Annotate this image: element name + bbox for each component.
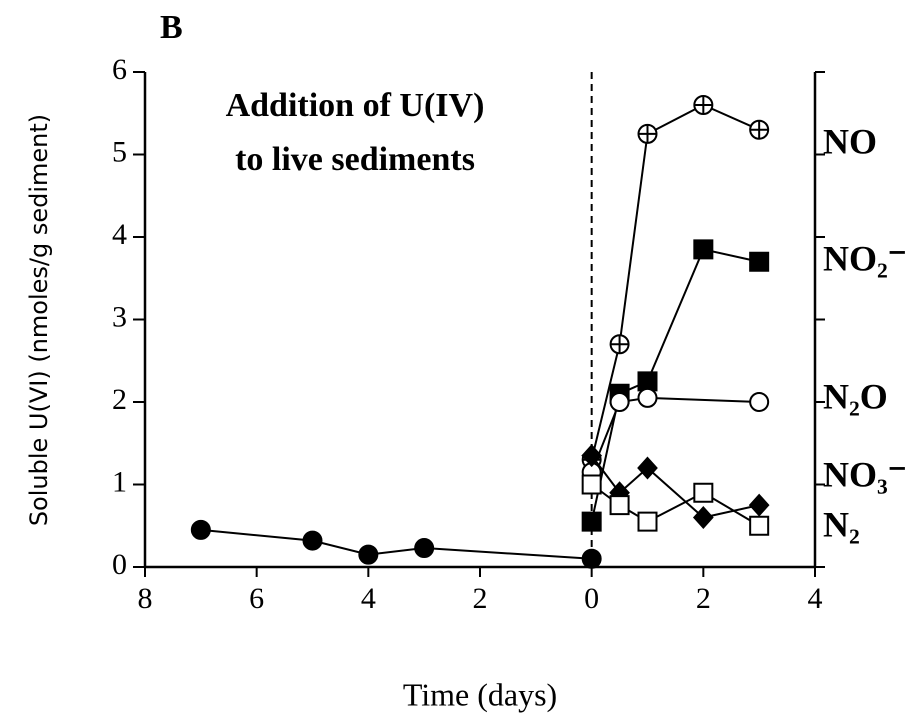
series-label: NO₂⁻: [823, 238, 907, 278]
marker: [693, 95, 714, 115]
marker-cross: [694, 96, 713, 114]
series-label: N₂O: [823, 376, 888, 416]
marker: [190, 519, 211, 540]
marker-cross: [610, 335, 629, 354]
marker: [749, 515, 770, 536]
marker: [748, 493, 770, 517]
y-tick-label: 1: [112, 465, 127, 498]
marker: [190, 519, 211, 540]
marker: [637, 123, 658, 144]
marker: [414, 538, 435, 559]
marker: [609, 392, 630, 412]
y-axis-label: Soluble U(VI) (nmoles/g sediment): [25, 114, 53, 526]
x-tick-label: 6: [249, 582, 264, 615]
marker: [581, 548, 602, 569]
x-tick-label: 8: [138, 582, 153, 615]
y-tick-label: 0: [112, 548, 127, 581]
x-tick-label: 0: [584, 582, 599, 615]
series-line: [200, 528, 592, 560]
x-tick-label: 4: [808, 582, 823, 615]
marker: [749, 251, 770, 272]
series-label: NO: [823, 121, 877, 161]
marker: [637, 456, 658, 480]
marker: [749, 392, 770, 412]
x-axis-label: Time (days): [403, 676, 557, 712]
marker: [609, 334, 630, 355]
series-label: NO₃⁻: [823, 454, 907, 494]
x-tick-label: 4: [361, 582, 376, 615]
series-label: N₂: [823, 504, 860, 544]
x-tick-label: 2: [473, 582, 488, 615]
x-tick-label: 2: [696, 582, 711, 615]
marker: [693, 482, 714, 503]
y-tick-label: 2: [112, 383, 127, 416]
marker: [581, 548, 602, 569]
marker: [609, 495, 630, 516]
marker: [609, 392, 630, 412]
marker: [637, 387, 658, 408]
marker-cross: [750, 120, 769, 139]
y-tick-label: 4: [112, 218, 127, 251]
marker: [749, 392, 770, 412]
marker: [358, 544, 379, 565]
series-line: [590, 396, 760, 473]
marker: [414, 538, 435, 559]
annotation: to live sediments: [235, 141, 475, 178]
marker: [637, 387, 658, 408]
marker: [581, 474, 602, 495]
annotation: Addition of U(IV): [226, 87, 485, 124]
marker: [358, 544, 379, 565]
marker-cross: [638, 124, 657, 143]
marker: [749, 119, 770, 140]
panel-label: B: [160, 9, 183, 46]
y-tick-label: 6: [112, 53, 127, 86]
marker: [581, 511, 602, 532]
marker: [693, 239, 714, 260]
marker: [637, 371, 658, 392]
marker: [302, 530, 323, 551]
marker: [581, 444, 603, 468]
marker: [302, 530, 323, 551]
marker: [692, 506, 714, 529]
marker: [637, 511, 658, 532]
y-tick-label: 5: [112, 135, 127, 168]
y-tick-label: 3: [112, 300, 127, 333]
